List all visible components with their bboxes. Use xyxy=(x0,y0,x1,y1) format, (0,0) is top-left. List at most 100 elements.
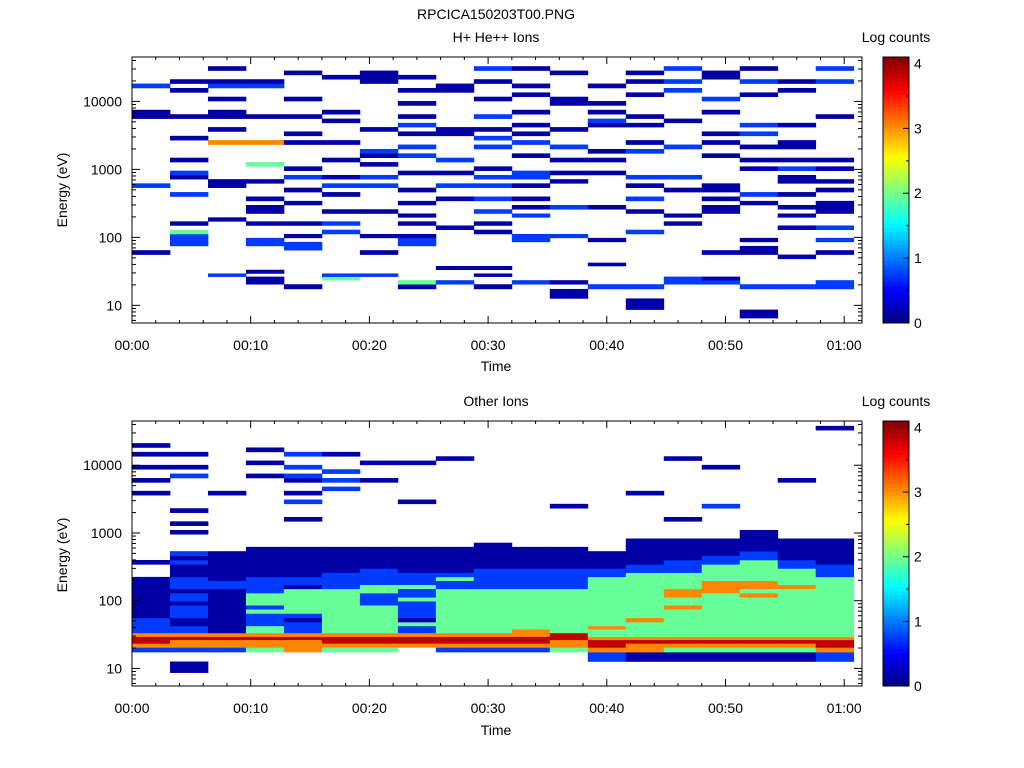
heatmap-cell xyxy=(701,551,741,556)
heatmap-cell xyxy=(625,92,665,98)
heatmap-cell xyxy=(701,613,741,619)
heatmap-cell xyxy=(625,298,665,310)
heatmap-cell xyxy=(245,572,285,578)
heatmap-cell xyxy=(397,170,437,176)
heatmap-cell xyxy=(625,576,665,582)
heatmap-cell xyxy=(701,74,741,80)
heatmap-cell xyxy=(663,551,703,556)
heatmap-cell xyxy=(132,464,171,470)
heatmap-cell xyxy=(245,555,285,561)
colorbar-segment xyxy=(883,119,909,124)
colorbar-segment xyxy=(883,123,909,129)
heatmap-cell xyxy=(132,584,171,590)
heatmap-cell xyxy=(777,254,817,260)
heatmap-cell xyxy=(777,572,817,578)
heatmap-cell xyxy=(321,632,361,637)
heatmap-cell xyxy=(435,597,475,602)
heatmap-cell xyxy=(549,625,589,630)
heatmap-cell xyxy=(739,166,779,171)
colorbar-segment xyxy=(883,466,909,472)
heatmap-cell xyxy=(321,613,361,619)
heatmap-cell xyxy=(739,79,779,84)
colorbar-segment xyxy=(883,644,909,650)
heatmap-cell xyxy=(473,617,513,623)
heatmap-cell xyxy=(283,597,323,602)
heatmap-cell xyxy=(245,447,285,453)
heatmap-cell xyxy=(321,597,361,602)
heatmap-cell xyxy=(511,237,551,243)
heatmap-cell xyxy=(207,568,247,573)
heatmap-cell xyxy=(663,456,703,461)
heatmap-cell xyxy=(701,617,741,623)
heatmap-cell xyxy=(359,149,399,154)
colorbar-segment xyxy=(883,314,909,320)
heatmap-cell xyxy=(511,617,551,623)
heatmap-cell xyxy=(359,250,399,255)
heatmap-cell xyxy=(359,209,399,214)
heatmap-cell xyxy=(815,609,855,614)
heatmap-cell xyxy=(473,209,513,214)
heatmap-cell xyxy=(815,613,855,619)
heatmap-cell xyxy=(701,625,741,630)
colorbar-segment xyxy=(883,194,909,199)
heatmap-cell xyxy=(169,221,209,226)
heatmap-cell xyxy=(625,149,665,154)
heatmap-cell xyxy=(549,584,589,590)
colorbar-segment xyxy=(883,90,909,95)
heatmap-cell xyxy=(435,265,475,271)
colorbar-segment xyxy=(883,165,909,170)
heatmap-cell xyxy=(473,593,513,598)
heatmap-cell xyxy=(435,605,475,610)
heatmap-cell xyxy=(245,179,285,184)
heatmap-cell xyxy=(777,179,817,184)
heatmap-cell xyxy=(359,478,399,483)
heatmap-cell xyxy=(739,551,779,556)
heatmap-cell xyxy=(359,613,399,619)
heatmap-cell xyxy=(587,568,627,573)
heatmap-cell xyxy=(815,617,855,623)
heatmap-cell xyxy=(701,647,741,653)
heatmap-cell xyxy=(587,83,627,89)
heatmap-cell xyxy=(587,101,627,106)
heatmap-cell xyxy=(739,534,779,539)
heatmap-cell xyxy=(207,560,247,565)
heatmap-cell xyxy=(397,572,437,578)
heatmap-cell xyxy=(207,83,247,89)
heatmap-cell xyxy=(625,580,665,586)
heatmap-cell xyxy=(245,597,285,602)
heatmap-cell xyxy=(511,593,551,598)
heatmap-cell xyxy=(701,584,741,590)
heatmap-cell xyxy=(245,643,285,648)
heatmap-cell xyxy=(511,555,551,561)
heatmap-cell xyxy=(321,568,361,573)
heatmap-cell xyxy=(321,174,361,180)
heatmap-cell xyxy=(397,74,437,80)
heatmap-cell xyxy=(777,576,817,582)
heatmap-cell xyxy=(321,478,361,483)
heatmap-cell xyxy=(625,564,665,569)
heatmap-cell xyxy=(777,140,817,145)
heatmap-cell xyxy=(815,166,855,171)
heatmap-cell xyxy=(321,486,361,492)
heatmap-cell xyxy=(359,593,399,598)
heatmap-cell xyxy=(815,564,855,569)
heatmap-cell xyxy=(739,200,779,206)
heatmap-cell xyxy=(777,593,817,598)
heatmap-cell xyxy=(283,551,323,556)
colorbar-segment xyxy=(883,603,909,608)
heatmap-cell xyxy=(321,229,361,235)
heatmap-cell xyxy=(473,580,513,586)
heatmap-cell xyxy=(397,588,437,594)
heatmap-cell xyxy=(701,280,741,285)
heatmap-cell xyxy=(701,652,741,662)
heatmap-cell xyxy=(663,601,703,606)
heatmap-cell xyxy=(321,580,361,586)
heatmap-cell xyxy=(777,192,817,197)
heatmap-cell xyxy=(359,572,399,578)
heatmap-cell xyxy=(321,588,361,594)
heatmap-cell xyxy=(397,499,437,505)
heatmap-cell xyxy=(435,127,475,132)
heatmap-cell xyxy=(169,87,209,93)
heatmap-cell xyxy=(359,622,399,627)
heatmap-cell xyxy=(625,636,665,641)
